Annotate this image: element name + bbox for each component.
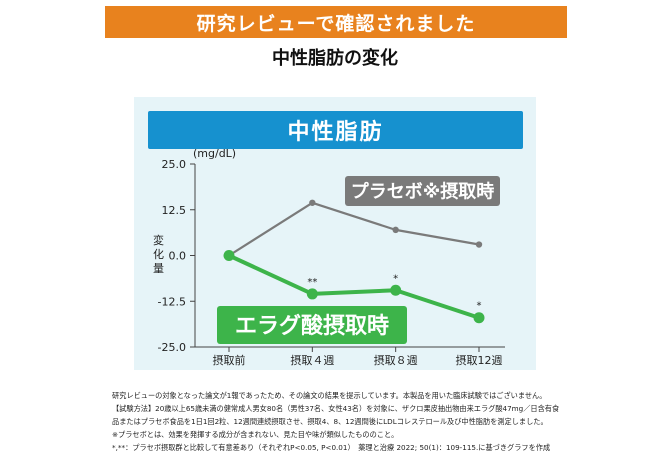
data-point [475,241,483,248]
chart-title: 中性脂肪 [148,111,523,149]
footnotes: 研究レビューの対象となった論文が1報であったため、その論文の結果を提示しています… [112,389,562,454]
series-label: エラグ酸摂取時 [235,313,389,339]
series-label: プラセボ※摂取時 [351,180,495,202]
footnote-line: 【試験方法】20歳以上65歳未満の健常成人男女80名（男性37名、女性43名）を… [112,404,560,413]
y-tick-label: 0.0 [169,250,187,263]
y-axis-label-char: 変 [153,233,164,247]
footnote-line: *,**：プラセボ摂取群と比較して有意差あり（それぞれP<0.05, P<0.0… [112,443,551,452]
y-axis-label-char: 量 [153,262,164,275]
y-axis-label-char: 化 [153,247,164,261]
significance-marker: ** [307,277,317,288]
significance-marker: * [393,273,398,284]
header-banner: 研究レビューで確認されました [105,6,567,38]
x-tick-label: 摂取前 [213,353,246,367]
data-point [223,250,235,261]
data-point [392,226,399,234]
data-point [390,284,402,296]
series-layer: ** ** [223,199,485,324]
footnote-line: 研究レビューの対象となった論文が1報であったため、その論文の結果を提示しています… [112,391,547,400]
series-line [228,201,480,257]
y-tick-label: 25.0 [162,158,187,171]
y-tick-label: -12.5 [158,295,186,308]
footnote-line: ※プラセボとは、効果を発揮する成分が含まれない、見た目や味が類似したもののこと。 [112,430,399,439]
x-tick-label: 摂取８週 [374,353,418,367]
data-point [309,199,316,206]
y-tick-label: 12.5 [162,204,187,217]
data-point [473,312,485,324]
axes: 25.0 12.5 0.0 -12.5 -25.0 摂取前 摂取４週 摂取８週 摂取12週 [158,158,505,367]
x-tick-label: 摂取４週 [290,353,334,367]
unit-label: (mg/dL) [193,147,236,160]
significance-marker: * [477,301,482,312]
footnote-line: 品またはプラセボ食品を1日1回2粒、12週間連続摂取させ、摂取4、8、12週間後… [112,417,548,426]
page-subtitle: 中性脂肪の変化 [272,48,398,69]
series-line [228,253,480,320]
series-label-box [217,306,407,344]
y-tick-label: -25.0 [158,341,186,354]
y-axis-label: 変化量 [153,233,164,275]
series-label-box [345,176,500,206]
data-point [306,288,318,300]
x-tick-label: 摂取12週 [456,353,503,367]
